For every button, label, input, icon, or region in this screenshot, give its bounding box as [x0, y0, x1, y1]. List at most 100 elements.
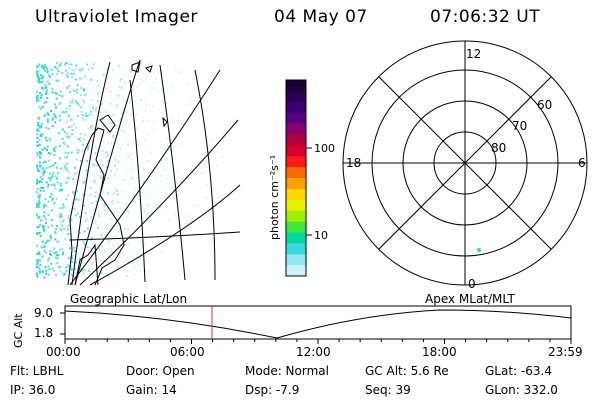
uv-pixel	[138, 198, 141, 201]
uv-pixel	[116, 265, 119, 268]
uv-pixel	[104, 151, 107, 154]
uv-pixel	[49, 235, 52, 238]
uv-pixel	[148, 104, 151, 107]
uv-pixel	[53, 183, 56, 186]
uv-pixel	[160, 179, 163, 182]
colorbar-tick-label-100: 100	[314, 142, 335, 155]
uv-pixel	[59, 188, 62, 191]
uv-pixel	[64, 238, 67, 241]
uv-pixel	[58, 114, 61, 117]
uv-pixel	[52, 198, 54, 200]
uv-pixel	[38, 150, 41, 153]
uv-pixel	[38, 201, 41, 204]
colorbar-segment	[286, 199, 306, 212]
uv-pixel	[103, 249, 106, 252]
uv-pixel	[151, 131, 154, 134]
uv-pixel	[74, 261, 77, 264]
uv-pixel	[59, 119, 62, 122]
uv-pixel	[38, 164, 41, 167]
uv-pixel	[122, 98, 125, 101]
uv-pixel	[68, 233, 71, 236]
uv-pixel	[54, 231, 56, 233]
uv-pixel	[97, 214, 100, 217]
uv-pixel	[110, 122, 113, 125]
uv-pixel	[37, 99, 40, 102]
uv-pixel	[83, 268, 86, 271]
uv-pixel	[46, 239, 49, 242]
uv-pixel	[105, 88, 108, 91]
uv-pixel	[67, 256, 70, 259]
uv-pixel	[115, 235, 118, 237]
uv-pixel	[76, 102, 79, 105]
uv-pixel	[36, 168, 39, 171]
uv-pixel	[47, 159, 50, 162]
uv-pixel	[57, 172, 60, 175]
uv-pixel	[221, 155, 224, 158]
uv-pixel	[209, 139, 212, 142]
uv-pixel	[40, 164, 43, 167]
uv-pixel	[45, 240, 48, 243]
uv-pixel	[93, 252, 96, 255]
uv-pixel	[147, 204, 150, 207]
uv-pixel	[106, 152, 109, 154]
uv-pixel	[37, 78, 40, 81]
uv-pixel	[117, 105, 119, 108]
uv-pixel	[77, 104, 80, 107]
colorbar-segment	[286, 112, 306, 125]
uv-pixel	[46, 145, 49, 148]
uv-pixel	[39, 271, 41, 274]
uv-pixel	[96, 227, 99, 230]
uv-pixel	[163, 63, 166, 66]
uv-pixel	[49, 179, 52, 182]
uv-pixel	[73, 246, 76, 249]
uv-pixel	[36, 70, 39, 73]
uv-pixel	[116, 168, 118, 171]
uv-pixel	[150, 88, 153, 91]
uv-pixel	[47, 152, 50, 154]
uv-pixel	[96, 92, 99, 95]
uv-pixel	[51, 267, 54, 270]
uv-pixel	[38, 215, 41, 218]
uv-pixel	[41, 224, 44, 227]
uv-pixel	[36, 97, 38, 100]
uv-pixel	[115, 188, 117, 191]
uv-pixel	[75, 198, 78, 201]
uv-pixel	[36, 191, 38, 194]
uv-pixel	[42, 225, 45, 228]
uv-pixel	[84, 212, 87, 214]
uv-pixel	[37, 122, 40, 125]
uv-pixel	[91, 66, 94, 69]
uv-pixel	[53, 113, 56, 116]
uv-pixel	[64, 266, 67, 269]
uv-pixel	[112, 244, 115, 247]
uv-pixel	[103, 173, 106, 176]
uv-pixel	[107, 192, 109, 195]
time-label: 07:06:32 UT	[430, 7, 541, 27]
uv-pixel	[136, 113, 139, 116]
uv-pixel	[46, 120, 49, 123]
uv-pixel	[72, 191, 75, 194]
uv-pixel	[91, 262, 94, 265]
uv-pixel	[95, 200, 98, 203]
door-info: Door: Open	[126, 364, 195, 378]
uv-pixel	[45, 68, 48, 70]
uv-pixel	[87, 145, 89, 148]
uv-pixel	[39, 223, 41, 226]
uv-pixel	[98, 215, 101, 218]
uv-pixel	[79, 216, 82, 219]
uv-pixel	[45, 93, 48, 95]
uv-pixel	[42, 67, 45, 70]
uv-pixel	[61, 207, 64, 210]
uv-pixel	[42, 186, 44, 189]
uv-pixel	[60, 228, 62, 231]
uv-pixel	[95, 124, 98, 127]
uv-pixel	[71, 257, 74, 260]
geographic-image	[31, 59, 246, 286]
uv-pixel	[45, 272, 48, 275]
uv-pixel	[68, 67, 71, 70]
uv-pixel	[66, 233, 69, 236]
alt-tick-label-1-8: 1.8	[34, 326, 54, 340]
uv-pixel	[135, 127, 137, 130]
uv-pixel	[81, 114, 84, 117]
uv-pixel	[114, 159, 117, 162]
